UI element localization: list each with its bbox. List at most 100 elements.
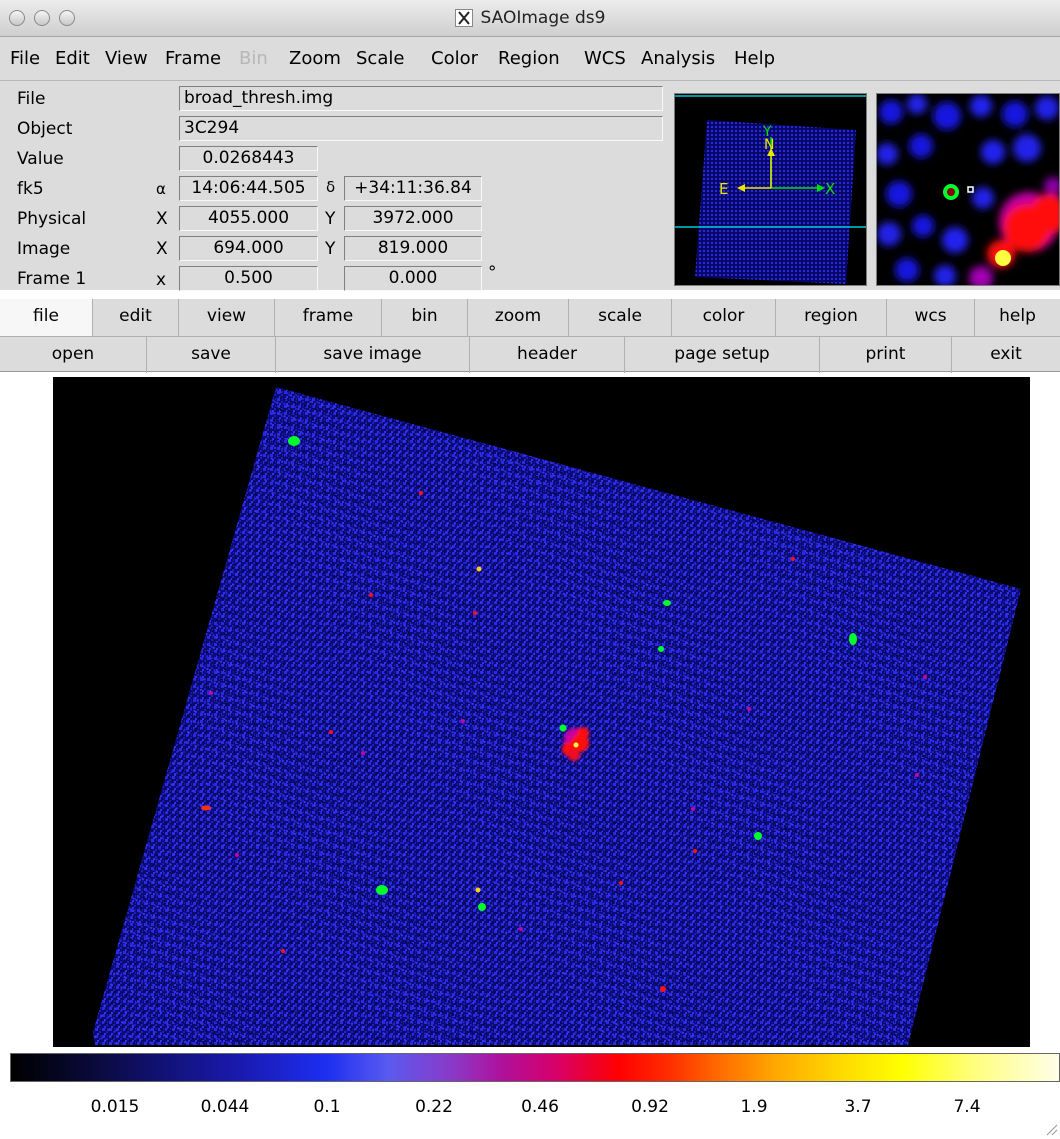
magnifier — [876, 93, 1060, 286]
source-hot — [473, 611, 477, 615]
menu-wcs[interactable]: WCS — [584, 48, 626, 69]
source-faint — [361, 751, 365, 755]
source-hot — [619, 881, 623, 885]
source-faint — [915, 773, 919, 777]
magnifier-view — [877, 94, 1059, 285]
button-header[interactable]: header — [470, 337, 625, 373]
button-zoom[interactable]: zoom — [468, 299, 569, 336]
menu-view[interactable]: View — [105, 48, 148, 69]
zoom-field: 0.500 — [179, 266, 318, 291]
button-save-image[interactable]: save image — [276, 337, 470, 373]
button-bar-main: file edit view frame bin zoom scale colo… — [0, 299, 1060, 336]
source-hot — [476, 566, 482, 572]
menu-zoom[interactable]: Zoom — [289, 48, 341, 69]
image-y-label: Y — [325, 239, 336, 259]
button-exit[interactable]: exit — [990, 344, 1022, 364]
source-green — [754, 832, 762, 840]
panner-view: X Y N E — [675, 95, 866, 284]
button-page-setup[interactable]: page setup — [625, 337, 820, 373]
image-canvas — [93, 387, 1021, 1045]
physical-y-label: Y — [325, 209, 336, 229]
colorbar-tick: 1.9 — [740, 1097, 768, 1117]
colorbar[interactable] — [10, 1053, 1060, 1082]
menu-frame[interactable]: Frame — [165, 48, 222, 69]
minimize-window-button[interactable] — [34, 10, 50, 26]
physical-x-label: X — [156, 209, 168, 229]
fk5-dec-field: +34:11:36.84 — [344, 176, 482, 201]
object-label: Object — [17, 119, 73, 139]
source-green — [849, 633, 857, 645]
title-bar: SAOImage ds9 — [0, 0, 1060, 37]
image-label: Image — [17, 239, 71, 259]
button-color[interactable]: color — [672, 299, 776, 336]
menu-edit[interactable]: Edit — [55, 48, 90, 69]
pixel-value-field: 0.0268443 — [179, 146, 318, 171]
button-file[interactable]: file — [0, 299, 93, 336]
north-arrowhead — [767, 148, 775, 156]
close-window-button[interactable] — [9, 10, 25, 26]
image-x-label: X — [156, 239, 168, 259]
source-hot — [475, 887, 481, 893]
resize-grip-icon[interactable] — [1044, 1122, 1058, 1136]
source-hot — [419, 491, 423, 495]
source-hot — [693, 849, 697, 853]
panner-e-label: E — [719, 180, 728, 198]
button-save[interactable]: save — [147, 337, 276, 373]
source-faint — [691, 807, 695, 811]
source-green — [376, 885, 388, 895]
source-hot — [791, 557, 795, 561]
button-edit[interactable]: edit — [93, 299, 179, 336]
physical-y-field: 3972.000 — [344, 206, 482, 231]
menu-help[interactable]: Help — [734, 48, 776, 69]
button-bar-file: open save save image header page setup p… — [0, 336, 1060, 373]
x11-icon — [454, 9, 473, 27]
image-area — [0, 373, 1060, 1049]
window-title: SAOImage ds9 — [480, 8, 606, 28]
degree-symbol: ° — [488, 263, 497, 283]
file-label: File — [17, 89, 46, 109]
colorbar-tick: 0.46 — [521, 1097, 559, 1117]
panner[interactable]: X Y N E — [674, 93, 867, 286]
button-wcs[interactable]: wcs — [887, 299, 975, 336]
button-help[interactable]: help — [999, 306, 1036, 326]
zoom-window-button[interactable] — [59, 10, 75, 26]
physical-label: Physical — [17, 209, 87, 229]
core-peak — [573, 742, 579, 748]
panner-y-label: Y — [762, 124, 772, 140]
menu-bin: Bin — [239, 48, 268, 69]
source-hot — [369, 593, 373, 597]
angle-field: 0.000 — [344, 266, 482, 291]
value-label: Value — [17, 149, 64, 169]
colorbar-tick: 0.1 — [313, 1097, 341, 1117]
fk5-label: fk5 — [17, 179, 44, 199]
colorbar-tick: 0.015 — [90, 1097, 140, 1117]
button-frame[interactable]: frame — [275, 299, 382, 336]
colorbar-tick: 0.044 — [200, 1097, 250, 1117]
panner-thumbnail — [695, 120, 856, 284]
image-y-field: 819.000 — [344, 236, 482, 261]
menu-file[interactable]: File — [10, 48, 41, 69]
menu-scale[interactable]: Scale — [356, 48, 405, 69]
source-hot — [201, 805, 211, 811]
alpha-symbol: α — [156, 180, 166, 198]
button-print[interactable]: print — [820, 337, 952, 373]
frame-x-label: x — [156, 270, 167, 290]
source-hot — [329, 730, 333, 734]
menu-region[interactable]: Region — [498, 48, 560, 69]
button-scale[interactable]: scale — [569, 299, 672, 336]
source-green — [663, 600, 671, 606]
button-region[interactable]: region — [776, 299, 887, 336]
button-bin[interactable]: bin — [382, 299, 468, 336]
button-view[interactable]: view — [179, 299, 275, 336]
colorbar-tick: 0.92 — [631, 1097, 669, 1117]
button-open[interactable]: open — [0, 337, 147, 373]
source-green — [559, 724, 567, 732]
colorbar-tick: 0.22 — [415, 1097, 453, 1117]
menu-analysis[interactable]: Analysis — [641, 48, 716, 69]
menu-color[interactable]: Color — [431, 48, 478, 69]
colorbar-tick: 3.7 — [844, 1097, 872, 1117]
panner-x-label: X — [825, 180, 835, 198]
magnifier-core — [995, 250, 1011, 266]
image-display[interactable] — [53, 377, 1030, 1047]
point-sources — [201, 436, 927, 992]
